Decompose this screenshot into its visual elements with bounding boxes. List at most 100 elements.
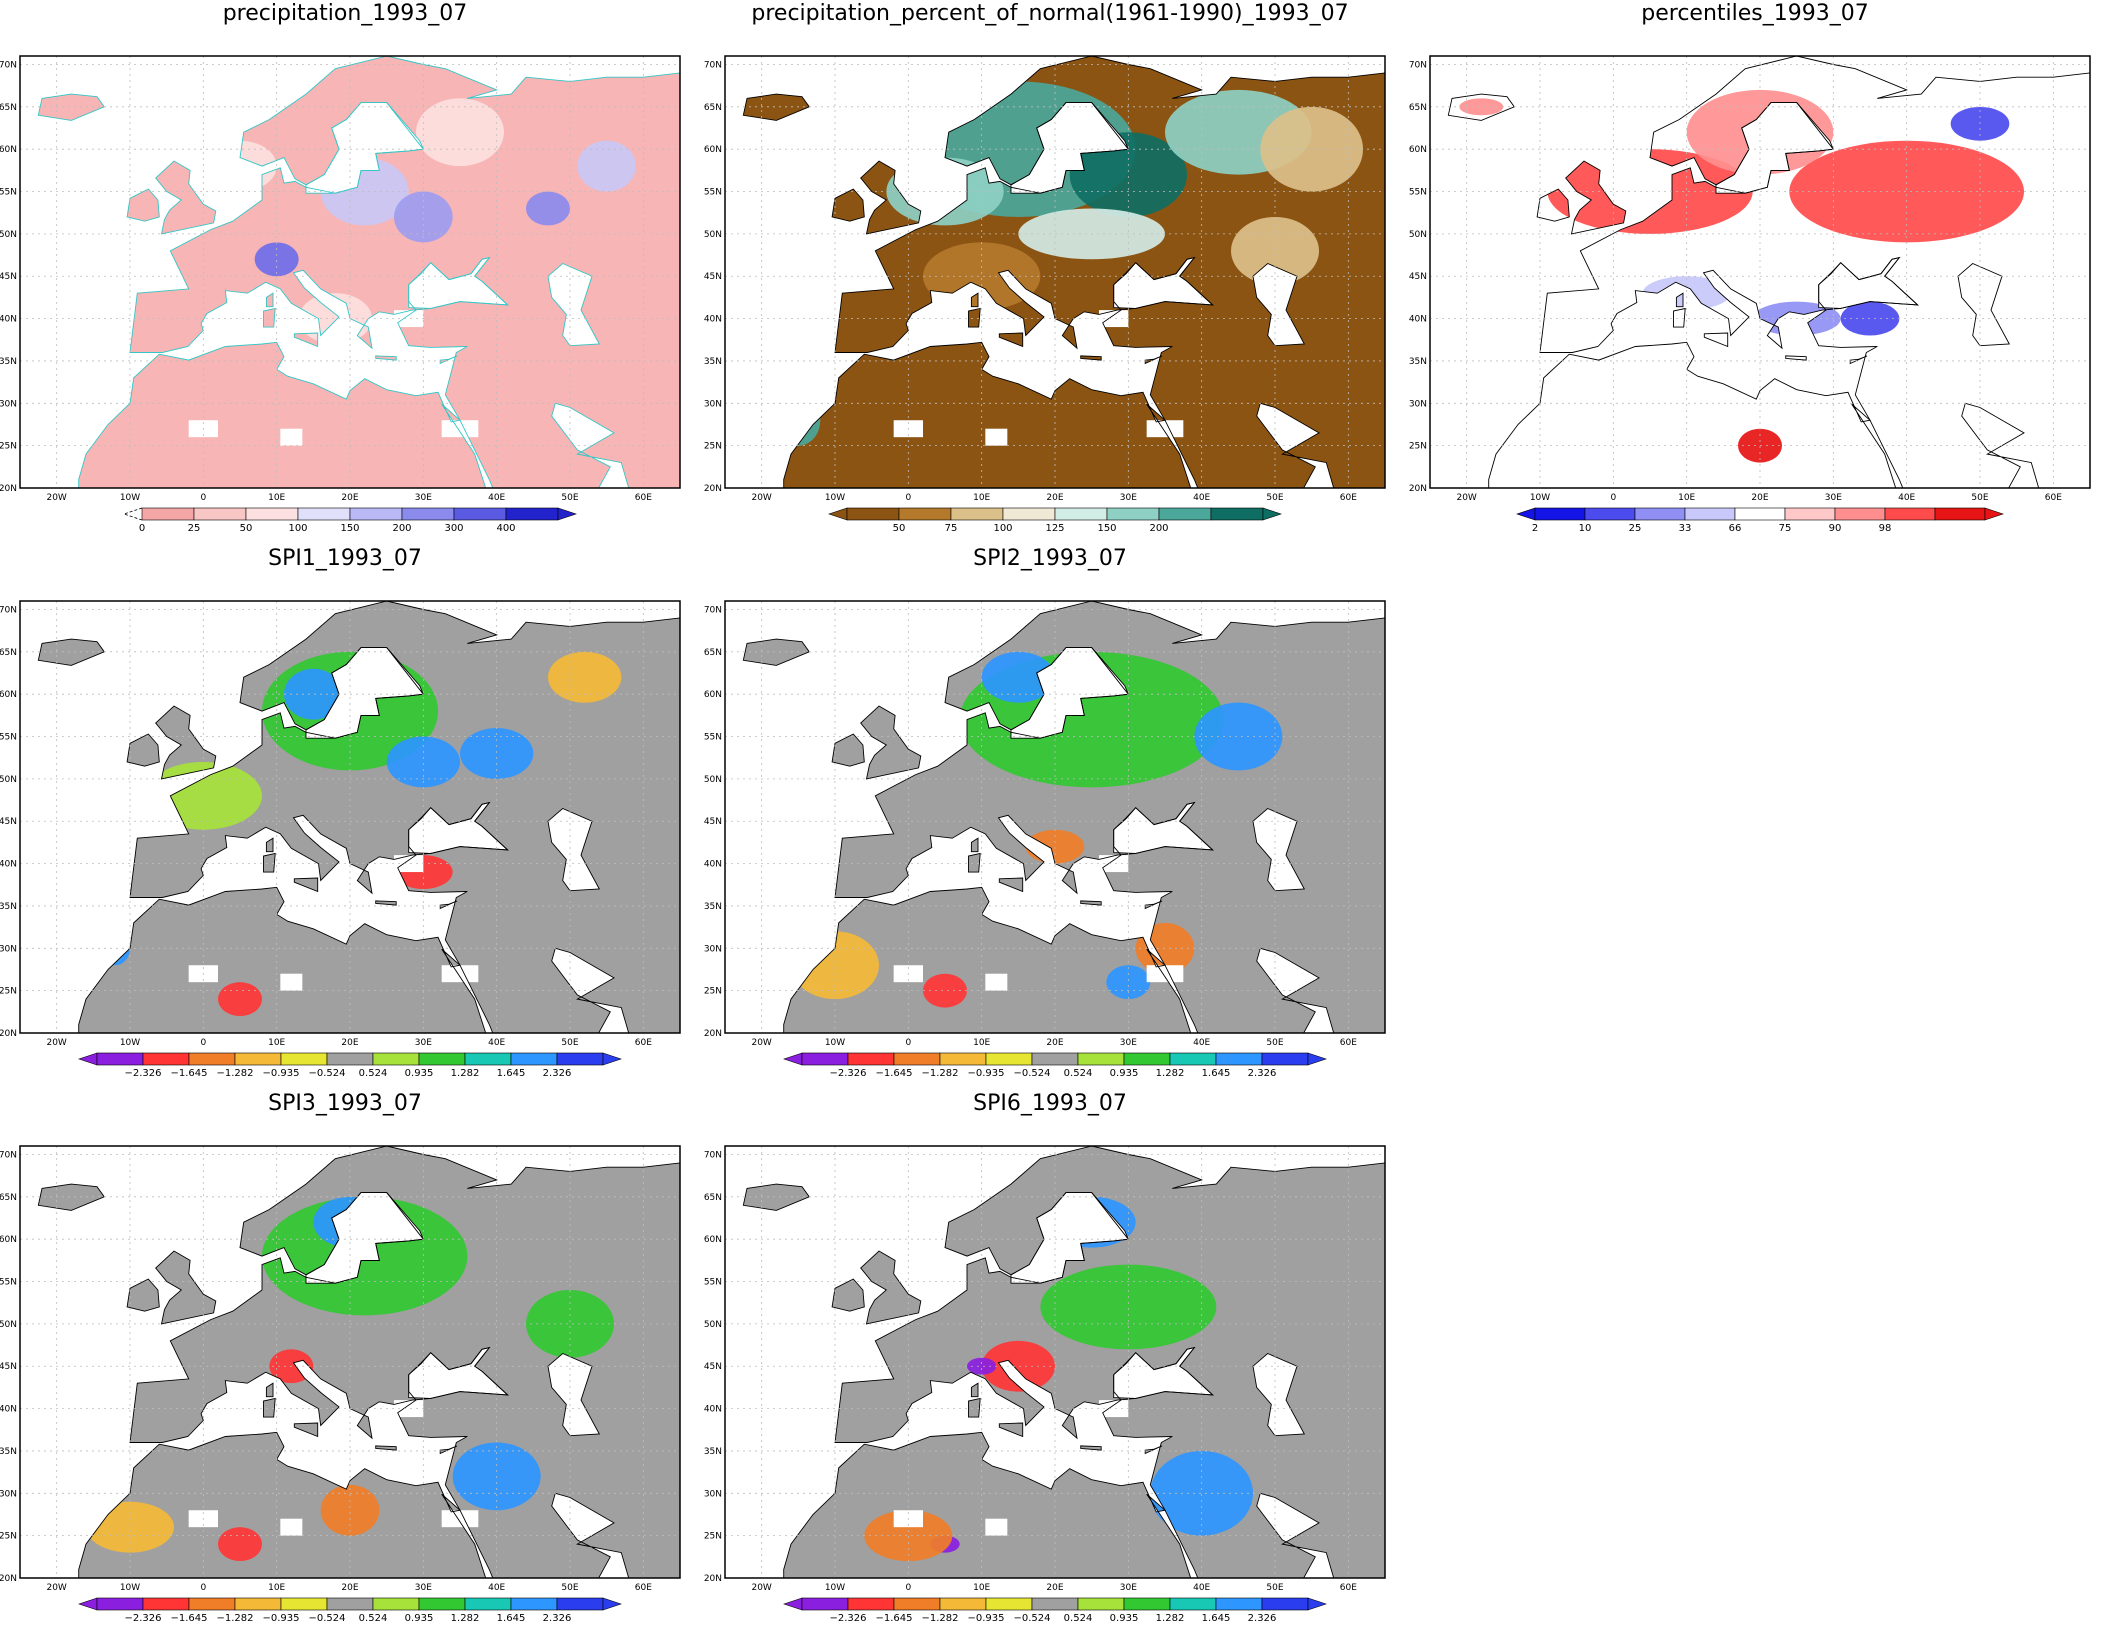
lat-label: 70N [0,605,17,615]
lat-label: 70N [704,605,722,615]
lat-label: 60N [1409,145,1427,155]
colorbar-box [1169,1597,1217,1611]
colorbar-box [1215,1597,1263,1611]
lat-label: 20N [704,1029,722,1039]
panel-title: SPI2_1993_07 [973,546,1127,571]
lon-label: 10W [120,1583,140,1593]
lat-label: 50N [1409,230,1427,240]
lon-label: 10E [1678,493,1695,503]
colorbar-box [1031,1052,1079,1066]
lon-label: 0 [905,1583,911,1593]
colorbar-tip-left [78,1052,98,1066]
colorbar-tick-label: 90 [1829,523,1842,534]
lon-label: 40E [488,493,505,503]
contour-region [1840,301,1900,336]
colorbar-tick-label: 0.935 [1110,1068,1139,1079]
panel-title: percentiles_1993_07 [1641,1,1869,26]
lon-label: 60E [635,493,652,503]
lat-label: 55N [704,1278,722,1288]
contour-region [526,1290,614,1358]
lat-label: 30N [704,944,722,954]
lon-label: 60E [1340,493,1357,503]
lat-label: 30N [0,944,17,954]
lat-label: 65N [704,103,722,113]
lat-label: 60N [704,1235,722,1245]
lat-label: 40N [1409,315,1427,325]
lon-label: 20W [1456,493,1476,503]
lat-label: 30N [704,399,722,409]
colorbar-box [372,1052,420,1066]
colorbar-tick-label: −1.282 [216,1613,253,1624]
lon-label: 60E [1340,1038,1357,1048]
lon-label: 10E [973,1583,990,1593]
no-data-region [985,1518,1008,1536]
lon-label: 30E [415,1038,432,1048]
colorbar-tick-label: −1.645 [875,1068,912,1079]
colorbar-box [893,1597,941,1611]
contour-region [386,736,461,788]
colorbar-tick-label: 100 [288,523,307,534]
colorbar-tick-label: 0.524 [359,1613,388,1624]
lat-label: 30N [0,1489,17,1499]
colorbar-box [1784,507,1836,521]
lon-label: 40E [488,1583,505,1593]
colorbar-box [801,1052,849,1066]
colorbar-tick-label: 2.326 [543,1613,572,1624]
colorbar: −2.326 −1.645 −1.282 −0.935 −0.524 0.524 0.935… [78,1052,622,1079]
lat-label: 40N [0,315,17,325]
lon-label: 60E [635,1038,652,1048]
panel-title: SPI6_1993_07 [973,1091,1127,1116]
lon-label: 10E [268,493,285,503]
colorbar-tick-label: 2.326 [543,1068,572,1079]
colorbar-box [141,507,195,521]
lon-label: 30E [1120,1038,1137,1048]
lon-label: 20W [751,1583,771,1593]
lat-label: 45N [704,817,722,827]
lon-label: 20W [46,1038,66,1048]
colorbar-box [280,1597,328,1611]
colorbar-box [464,1052,512,1066]
lat-label: 25N [704,1532,722,1542]
lat-label: 60N [0,690,17,700]
colorbar-box [1261,1052,1309,1066]
lon-label: 50E [1971,493,1988,503]
lat-label: 50N [704,775,722,785]
colorbar-box [1684,507,1736,521]
colorbar-box [142,1052,190,1066]
colorbar-tick-label: −2.326 [124,1068,161,1079]
colorbar-box [234,1052,282,1066]
lon-label: 10E [268,1038,285,1048]
colorbar-tick-label: −0.935 [262,1068,299,1079]
lon-label: 50E [561,1038,578,1048]
map-panel: 20N 25N 30N 35N 40N 45N 50N 55N 60N 65N 70N 20W 10W 0… [0,545,690,1079]
colorbar-tick-label: 1.645 [497,1068,526,1079]
lon-label: 10E [973,1038,990,1048]
colorbar-box [234,1597,282,1611]
colorbar-tip-left [1516,507,1536,521]
map-panel: 20N 25N 30N 35N 40N 45N 50N 55N 60N 65N 70N 20W 10W 0… [704,0,1395,534]
lat-label: 50N [0,1320,17,1330]
map-figure: 20N 25N 30N 35N 40N 45N 50N 55N 60N 65N 70N 20W 10W 0… [704,1145,1386,1593]
lat-label: 60N [0,145,17,155]
colorbar-box [188,1052,236,1066]
map-figure: 20N 25N 30N 35N 40N 45N 50N 55N 60N 65N 70N 20W 10W 0… [1409,55,2091,503]
lat-label: 40N [0,860,17,870]
lat-label: 30N [1409,399,1427,409]
colorbar-box [801,1597,849,1611]
contour-region [981,1340,1055,1392]
colorbar-tick-label: 0.935 [405,1613,434,1624]
colorbar-tick-label: −2.326 [829,1068,866,1079]
colorbar-box [1123,1597,1171,1611]
lon-label: 40E [1193,493,1210,503]
contour-region [967,1357,997,1375]
colorbar-tick-label: −0.935 [262,1613,299,1624]
colorbar-box [1215,1052,1263,1066]
colorbar-tip-right [1307,1052,1327,1066]
contour-region [1040,1264,1217,1350]
lat-label: 60N [704,145,722,155]
colorbar-tick-label: 75 [945,523,958,534]
lat-label: 65N [0,648,17,658]
lon-label: 0 [1610,493,1616,503]
lat-label: 25N [0,442,17,452]
colorbar-box [1054,507,1108,521]
